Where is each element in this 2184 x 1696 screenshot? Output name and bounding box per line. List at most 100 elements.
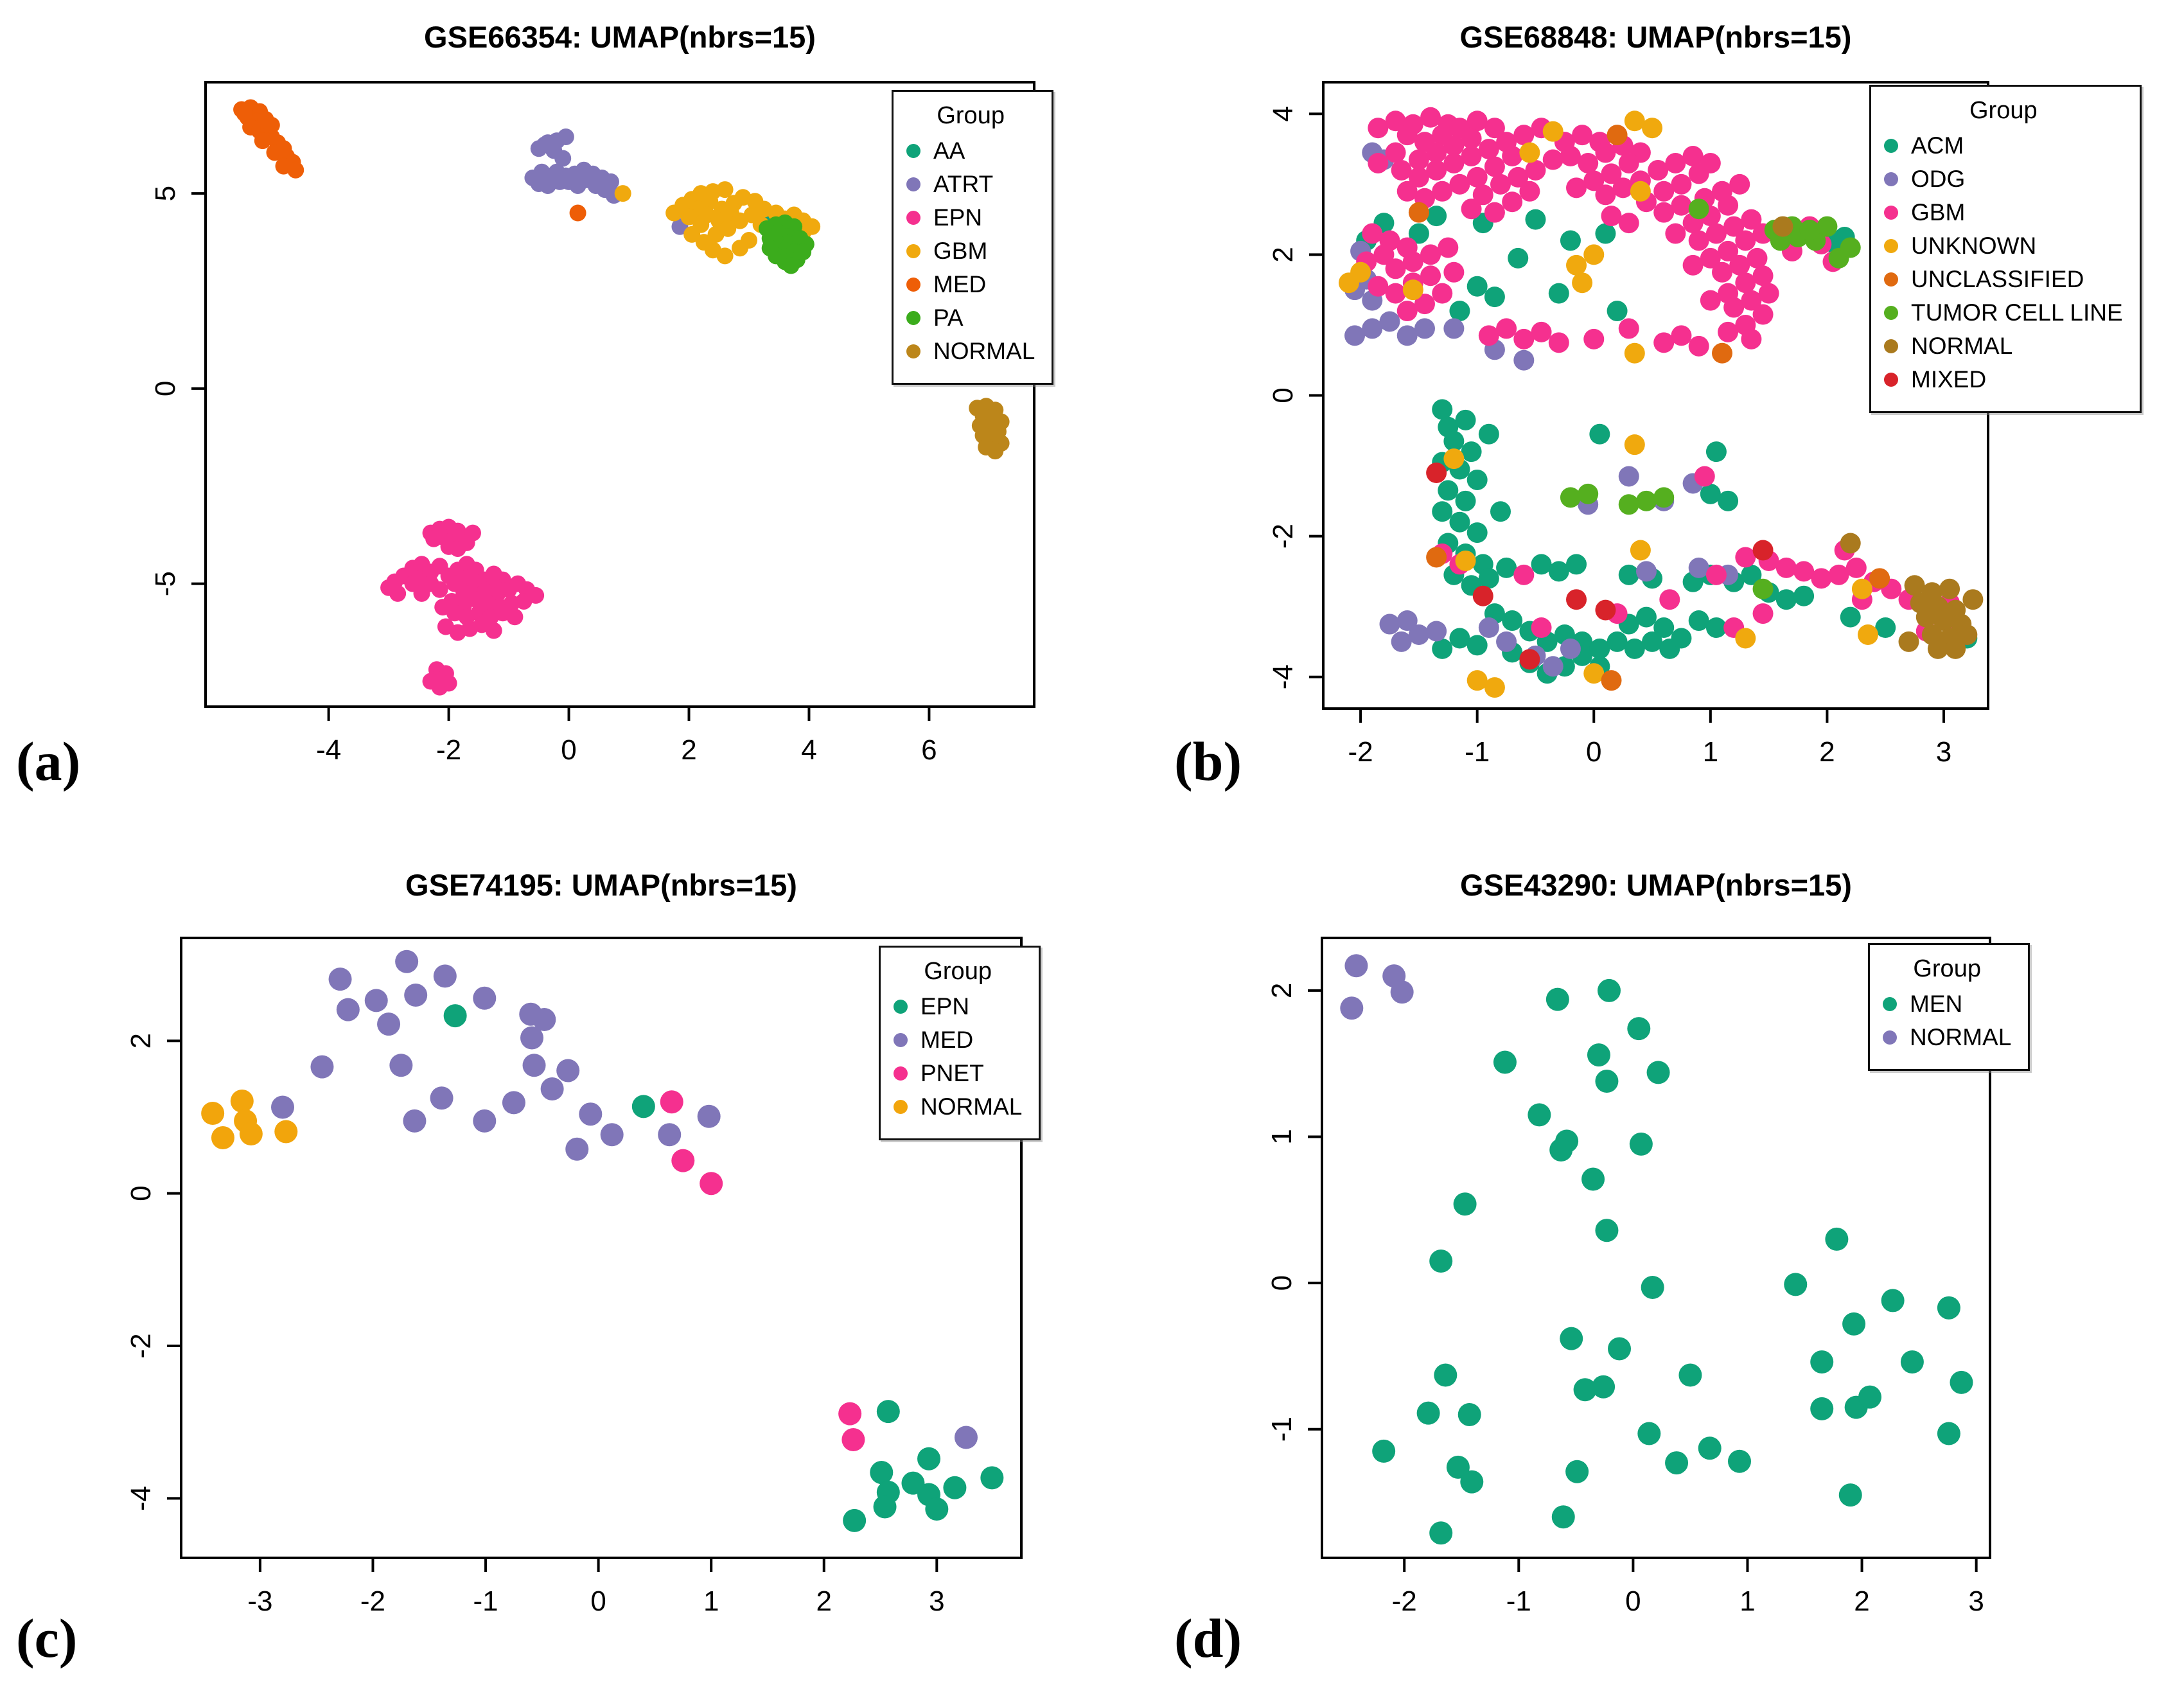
data-point — [683, 225, 701, 243]
data-point — [520, 1026, 544, 1050]
legend-dot-icon — [1884, 239, 1898, 253]
legend-label: GBM — [1911, 199, 1966, 225]
data-point — [1595, 1070, 1619, 1093]
x-tick-label: 1 — [1739, 1586, 1755, 1617]
data-point — [1338, 272, 1359, 294]
data-point — [263, 116, 280, 134]
x-tick-label: 0 — [561, 734, 576, 766]
y-tick-label: 2 — [125, 1033, 157, 1048]
legend-label: ACM — [1911, 132, 1964, 159]
data-point — [782, 257, 800, 274]
data-point — [1735, 628, 1756, 649]
data-point — [1429, 1249, 1453, 1273]
data-point — [443, 1004, 467, 1028]
data-point — [230, 1090, 254, 1113]
data-point — [1466, 166, 1488, 188]
x-tick-label: 2 — [1854, 1586, 1869, 1617]
data-point — [1368, 276, 1389, 297]
data-point — [1443, 135, 1465, 156]
legend-entry: NORMAL — [906, 338, 1035, 365]
data-point — [1484, 202, 1505, 223]
panel-title: GSE66354: UMAP(nbrs=15) — [424, 20, 816, 54]
data-point — [1396, 610, 1418, 632]
data-point — [1705, 223, 1727, 244]
data-point — [1572, 272, 1593, 294]
data-point — [697, 1104, 721, 1128]
series-pnet — [660, 1090, 865, 1452]
data-point — [1898, 631, 1919, 652]
data-point — [1718, 240, 1739, 261]
data-point — [671, 1149, 695, 1172]
data-point — [1396, 325, 1418, 346]
data-point — [1566, 589, 1587, 610]
legend-entry: NORMAL — [894, 1093, 1022, 1120]
data-point — [473, 986, 497, 1010]
data-point — [1449, 628, 1470, 649]
legend: Group AA ATRT EPN GBM MED PA NORMAL — [892, 90, 1054, 385]
data-point — [1608, 1337, 1632, 1361]
data-point — [1957, 624, 1978, 645]
data-point — [1811, 568, 1832, 589]
data-point — [1432, 283, 1453, 304]
x-tick-label: 2 — [1819, 736, 1835, 768]
data-point — [1519, 649, 1540, 670]
legend-entry: GBM — [1884, 199, 2123, 226]
data-point — [841, 1428, 865, 1452]
data-point — [1455, 490, 1476, 511]
legend-label: NORMAL — [1911, 333, 2013, 359]
data-point — [1700, 483, 1721, 504]
data-point — [1618, 213, 1639, 234]
y-tick-label: -4 — [1267, 664, 1299, 689]
data-point — [579, 1102, 603, 1126]
data-point — [1438, 480, 1459, 501]
legend-label: MEN — [1910, 991, 1963, 1017]
data-point — [1490, 501, 1511, 522]
data-point — [980, 1466, 1004, 1490]
series-acm — [1356, 206, 1978, 684]
data-point — [1426, 547, 1447, 568]
data-point — [556, 1059, 580, 1082]
data-point — [701, 193, 719, 210]
legend-entry: PA — [906, 305, 1035, 331]
data-point — [1629, 1132, 1653, 1156]
data-point — [917, 1447, 941, 1471]
data-point — [1937, 1296, 1960, 1320]
data-point — [1578, 152, 1599, 173]
data-point — [1408, 202, 1429, 223]
data-point — [1723, 297, 1745, 318]
panel-d: GSE43290: UMAP(nbrs=15) -2 -1 0 1 2 3 2 1 0 -1 Gr… — [1092, 848, 2184, 1696]
legend-label: MIXED — [1911, 366, 1987, 393]
data-point — [1566, 254, 1587, 276]
data-point — [1688, 557, 1709, 578]
legend-label: ODG — [1911, 166, 1966, 192]
data-point — [1402, 279, 1423, 301]
data-point — [1793, 585, 1815, 606]
data-point — [1624, 638, 1645, 659]
data-point — [1513, 564, 1535, 585]
data-point — [1566, 177, 1587, 199]
data-point — [1396, 301, 1418, 322]
legend-dot-icon — [894, 1033, 908, 1047]
data-point — [1682, 146, 1704, 167]
data-point — [1434, 1363, 1457, 1387]
data-point — [987, 443, 1004, 460]
data-point — [1741, 328, 1762, 349]
data-point — [1718, 490, 1739, 511]
data-point — [1461, 441, 1482, 463]
data-point — [1432, 181, 1453, 202]
series-epn — [380, 518, 545, 696]
legend-entry: ACM — [1884, 132, 2123, 159]
data-point — [1340, 996, 1364, 1020]
legend-entry: NORMAL — [1883, 1024, 2011, 1051]
data-point — [1659, 589, 1680, 610]
data-point — [1426, 463, 1447, 484]
data-point — [1646, 1061, 1670, 1084]
data-point — [254, 132, 271, 150]
data-point — [403, 1109, 427, 1133]
data-point — [680, 208, 698, 225]
data-point — [1665, 152, 1686, 173]
data-point — [1840, 237, 1861, 258]
data-point — [1396, 181, 1418, 202]
data-point — [1642, 118, 1663, 139]
data-point — [1508, 247, 1529, 269]
